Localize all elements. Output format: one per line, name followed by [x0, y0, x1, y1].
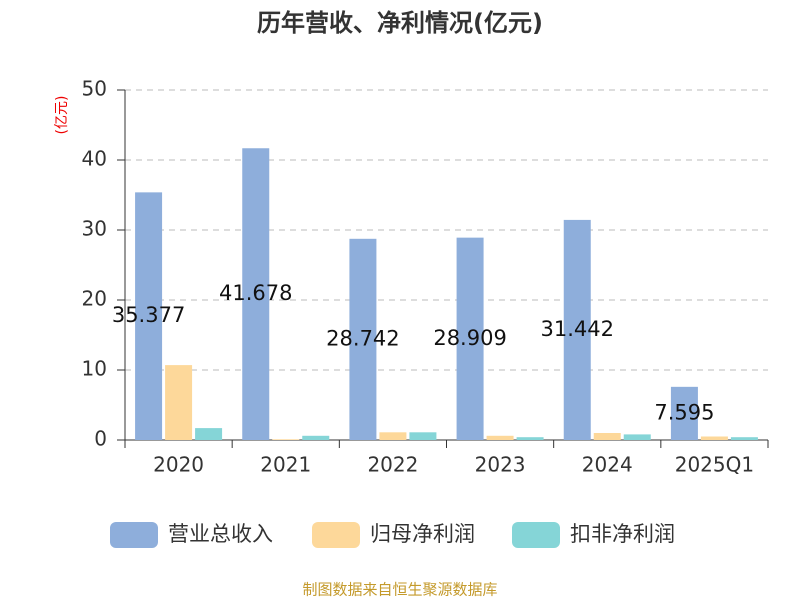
- x-tick-label: 2023: [475, 453, 526, 477]
- bar: [135, 192, 163, 440]
- bar: [516, 437, 544, 440]
- value-label: 28.909: [433, 326, 506, 350]
- bar: [563, 219, 591, 440]
- bar: [272, 439, 300, 440]
- bar: [302, 435, 330, 440]
- y-tick-label: 20: [82, 287, 107, 311]
- chart-title: 历年营收、净利情况(亿元): [257, 9, 543, 37]
- value-label: 31.442: [541, 317, 614, 341]
- y-tick-label: 40: [82, 147, 107, 171]
- x-tick-label: 2020: [153, 453, 204, 477]
- bar: [486, 435, 514, 440]
- y-axis-label: (亿元): [54, 96, 70, 135]
- bar: [165, 365, 193, 440]
- bar: [349, 238, 377, 440]
- y-tick-label: 0: [94, 427, 107, 451]
- bar: [409, 432, 437, 440]
- y-tick-label: 30: [82, 217, 107, 241]
- legend-swatch: [312, 522, 360, 548]
- x-tick-label: 2025Q1: [675, 453, 754, 477]
- x-tick-label: 2021: [260, 453, 311, 477]
- legend-swatch: [110, 522, 158, 548]
- value-label: 35.377: [112, 303, 185, 327]
- value-label: 7.595: [654, 400, 714, 424]
- x-tick-label: 2024: [582, 453, 633, 477]
- y-tick-label: 10: [82, 357, 107, 381]
- legend-label: 扣非净利润: [570, 522, 675, 546]
- bar: [730, 437, 758, 440]
- source-note: 制图数据来自恒生聚源数据库: [302, 581, 497, 599]
- bar: [379, 432, 407, 440]
- legend-label: 归母净利润: [370, 522, 475, 546]
- bar: [623, 434, 651, 440]
- bar: [242, 148, 270, 440]
- value-label: 41.678: [219, 281, 292, 305]
- legend-label: 营业总收入: [168, 522, 273, 546]
- legend-swatch: [512, 522, 560, 548]
- bar: [670, 386, 698, 440]
- bar: [593, 433, 621, 440]
- bar: [700, 436, 728, 440]
- y-tick-label: 50: [82, 77, 107, 101]
- bar: [456, 237, 484, 440]
- x-tick-label: 2022: [367, 453, 418, 477]
- bar: [195, 428, 223, 440]
- value-label: 28.742: [326, 326, 399, 350]
